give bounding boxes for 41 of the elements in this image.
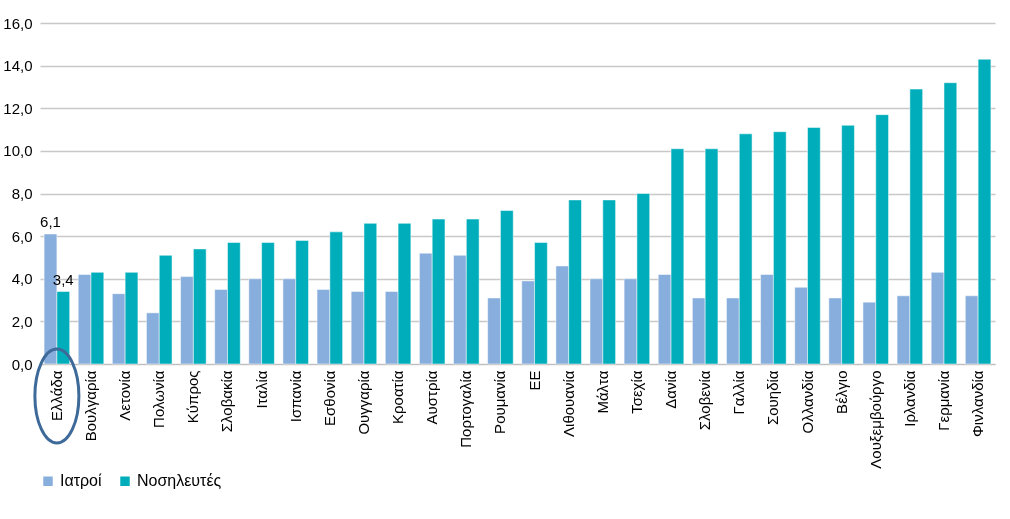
x-tick-label: Σλοβακία [218,370,236,433]
x-tick-label: Ελλάδα [47,370,65,421]
y-tick-label: 0,0 [11,355,33,373]
y-tick-label: 4,0 [11,270,33,288]
legend-label: Ιατροί [60,472,103,490]
x-tick-label: Λουξεμβούργο [866,370,884,469]
x-tick-label: Ρουμανία [491,370,509,434]
x-tick-label: Τσεχία [627,370,645,414]
y-tick-label: 8,0 [11,185,33,202]
x-tick-label: Βέλγιο [832,370,850,414]
y-tick-label: 12,0 [3,99,33,117]
x-tick-label: Σλοβενία [696,370,714,431]
x-tick-label: Φινλανδία [969,370,987,438]
x-tick-label: Ιταλία [252,370,270,409]
x-tick-label: Δανία [662,370,680,409]
x-tick-label: Γερμανία [934,370,952,431]
x-tick-label: Σουηδία [764,370,782,426]
x-tick-label: Εσθονία [320,370,338,426]
x-tick-label: Ολλανδία [798,370,816,434]
y-tick-label: 10,0 [3,142,33,160]
x-tick-label: Γαλλία [730,370,748,415]
annotation: 3,4 [52,270,74,288]
x-tick-label: ΕΕ [525,370,543,391]
legend-label: Νοσηλευτές [137,472,222,490]
annotation: 6,1 [40,212,61,230]
x-tick-label: Πορτογαλία [457,370,475,448]
x-tick-label: Βουλγαρία [82,370,100,442]
x-tick-label: Ουγγαρία [354,370,372,435]
x-tick-label: Κύπρος [184,370,202,424]
y-tick-label: 2,0 [11,312,33,330]
y-tick-label: 16,0 [3,14,33,32]
x-tick-label: Αυστρία [423,370,441,425]
x-tick-label: Ισπανία [286,370,304,423]
x-tick-label: Λιθουανία [559,370,577,437]
x-tick-label: Πολωνία [150,370,168,428]
y-tick-label: 14,0 [3,57,33,75]
x-tick-label: Μάλτα [593,370,611,414]
x-tick-label: Κροατία [389,370,407,424]
x-tick-label: Ιρλανδία [900,370,918,427]
x-tick-label: Λετονία [116,370,134,421]
y-tick-label: 6,0 [11,227,33,245]
